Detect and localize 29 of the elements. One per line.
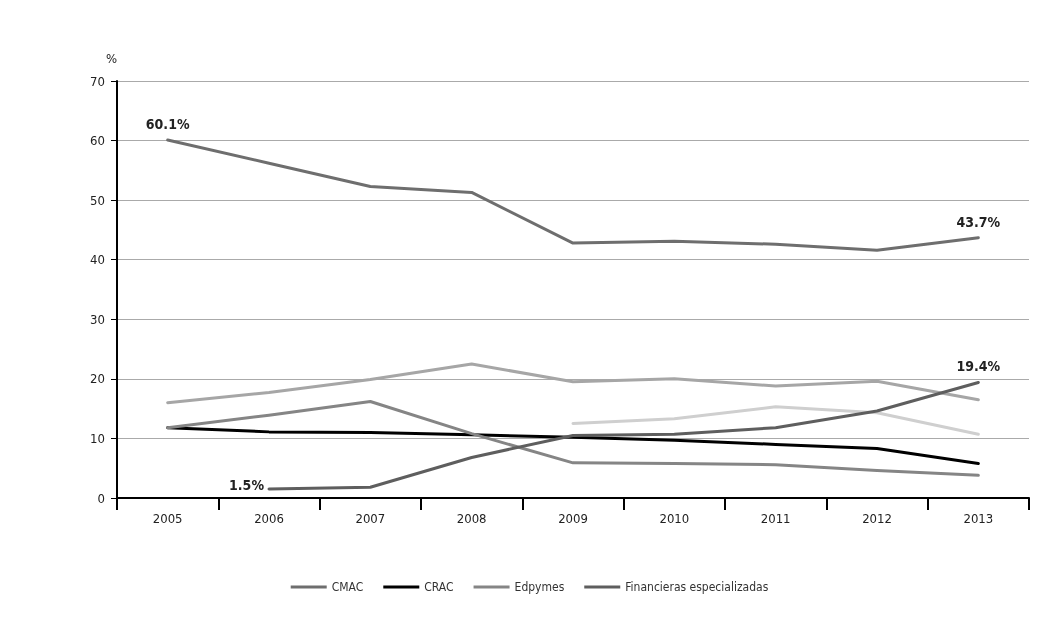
x-tick-label: 2006 [254,511,284,526]
data-label: 60.1% [145,115,190,132]
x-tick-label: 2005 [152,511,183,526]
legend-label: CRAC [424,580,454,594]
y-tick-label: 50 [90,192,105,208]
data-label: 19.4% [956,358,1001,375]
y-tick-label: 10 [90,430,105,446]
line-series [166,399,980,477]
data-label: 1.5% [229,477,265,494]
line-series [267,380,980,491]
y-tick-label: 30 [90,311,105,327]
y-tick-label: 40 [90,252,105,268]
x-tick-label: 2011 [760,511,791,526]
data-label: 43.7% [956,213,1001,230]
y-axis-title: % [105,51,117,66]
x-tick-label: 2008 [456,511,487,526]
legend-label: Edpymes [514,580,565,594]
y-tick-label: 60 [90,133,105,149]
y-tick-label: 0 [97,490,105,506]
y-tick-label: 70 [90,73,105,89]
y-tick-label: 20 [90,371,105,387]
x-tick-label: 2013 [963,511,994,526]
x-tick-label: 2007 [355,511,386,526]
legend-label: Financieras especializadas [625,580,769,594]
x-tick-label: 2012 [862,511,892,526]
x-tick-label: 2010 [659,511,690,526]
line-series [571,405,980,436]
legend-label: CMAC [331,580,364,594]
x-tick-label: 2009 [558,511,588,526]
